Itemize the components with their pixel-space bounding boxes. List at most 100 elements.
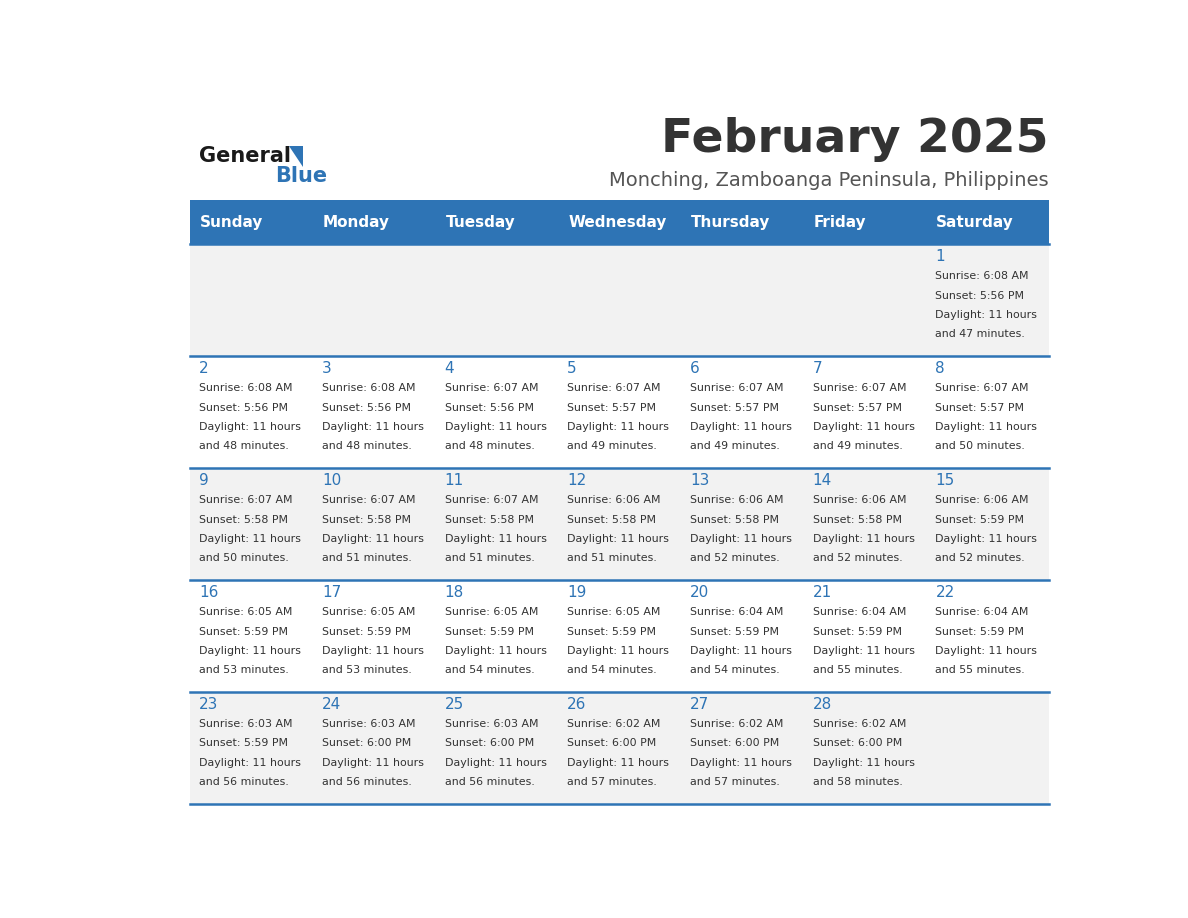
Text: and 47 minutes.: and 47 minutes. bbox=[935, 330, 1025, 340]
Text: Daylight: 11 hours: Daylight: 11 hours bbox=[935, 422, 1037, 432]
Text: Daylight: 11 hours: Daylight: 11 hours bbox=[568, 646, 669, 655]
Text: 17: 17 bbox=[322, 586, 341, 600]
Text: and 50 minutes.: and 50 minutes. bbox=[935, 442, 1025, 452]
Text: and 51 minutes.: and 51 minutes. bbox=[568, 554, 657, 564]
Text: Sunrise: 6:06 AM: Sunrise: 6:06 AM bbox=[690, 495, 784, 505]
Text: 7: 7 bbox=[813, 362, 822, 376]
Text: and 48 minutes.: and 48 minutes. bbox=[322, 442, 411, 452]
Text: Sunset: 5:58 PM: Sunset: 5:58 PM bbox=[444, 515, 533, 524]
Text: Daylight: 11 hours: Daylight: 11 hours bbox=[935, 534, 1037, 544]
Text: Sunrise: 6:02 AM: Sunrise: 6:02 AM bbox=[690, 719, 783, 729]
Text: Thursday: Thursday bbox=[691, 215, 770, 230]
Text: and 57 minutes.: and 57 minutes. bbox=[690, 778, 779, 788]
Text: and 52 minutes.: and 52 minutes. bbox=[813, 554, 903, 564]
Text: 19: 19 bbox=[568, 586, 587, 600]
Text: Daylight: 11 hours: Daylight: 11 hours bbox=[200, 758, 301, 767]
Text: Sunset: 6:00 PM: Sunset: 6:00 PM bbox=[322, 738, 411, 748]
Text: Saturday: Saturday bbox=[936, 215, 1015, 230]
Text: Sunset: 5:58 PM: Sunset: 5:58 PM bbox=[813, 515, 902, 524]
Text: and 51 minutes.: and 51 minutes. bbox=[322, 554, 411, 564]
Text: 1: 1 bbox=[935, 250, 946, 264]
Text: Sunrise: 6:08 AM: Sunrise: 6:08 AM bbox=[322, 383, 416, 393]
Text: 13: 13 bbox=[690, 474, 709, 488]
Text: 2: 2 bbox=[200, 362, 209, 376]
Text: Sunset: 5:56 PM: Sunset: 5:56 PM bbox=[444, 403, 533, 412]
Text: Sunset: 5:59 PM: Sunset: 5:59 PM bbox=[690, 626, 779, 636]
Text: and 52 minutes.: and 52 minutes. bbox=[935, 554, 1025, 564]
Text: and 58 minutes.: and 58 minutes. bbox=[813, 778, 903, 788]
Text: Daylight: 11 hours: Daylight: 11 hours bbox=[813, 758, 915, 767]
Text: General: General bbox=[200, 146, 291, 166]
Text: Sunrise: 6:07 AM: Sunrise: 6:07 AM bbox=[444, 495, 538, 505]
Text: Sunrise: 6:04 AM: Sunrise: 6:04 AM bbox=[690, 607, 783, 617]
Text: and 56 minutes.: and 56 minutes. bbox=[200, 778, 289, 788]
Text: Sunrise: 6:03 AM: Sunrise: 6:03 AM bbox=[444, 719, 538, 729]
Text: Sunrise: 6:05 AM: Sunrise: 6:05 AM bbox=[568, 607, 661, 617]
Text: Daylight: 11 hours: Daylight: 11 hours bbox=[444, 646, 546, 655]
Bar bbox=[190, 580, 1049, 692]
Text: Sunrise: 6:07 AM: Sunrise: 6:07 AM bbox=[200, 495, 292, 505]
Text: Sunset: 5:59 PM: Sunset: 5:59 PM bbox=[935, 626, 1024, 636]
Text: and 49 minutes.: and 49 minutes. bbox=[813, 442, 903, 452]
Text: 23: 23 bbox=[200, 698, 219, 712]
Text: Sunrise: 6:08 AM: Sunrise: 6:08 AM bbox=[935, 271, 1029, 281]
Bar bbox=[190, 468, 1049, 580]
Text: 9: 9 bbox=[200, 474, 209, 488]
Text: 3: 3 bbox=[322, 362, 331, 376]
Text: and 54 minutes.: and 54 minutes. bbox=[568, 666, 657, 676]
Text: and 56 minutes.: and 56 minutes. bbox=[444, 778, 535, 788]
Text: Daylight: 11 hours: Daylight: 11 hours bbox=[568, 422, 669, 432]
Text: Sunrise: 6:07 AM: Sunrise: 6:07 AM bbox=[935, 383, 1029, 393]
Bar bbox=[190, 200, 1049, 244]
Text: Daylight: 11 hours: Daylight: 11 hours bbox=[322, 646, 424, 655]
Text: 18: 18 bbox=[444, 586, 463, 600]
Text: 26: 26 bbox=[568, 698, 587, 712]
Text: Sunrise: 6:04 AM: Sunrise: 6:04 AM bbox=[935, 607, 1029, 617]
Text: Tuesday: Tuesday bbox=[446, 215, 516, 230]
Text: Sunrise: 6:03 AM: Sunrise: 6:03 AM bbox=[200, 719, 292, 729]
Text: and 56 minutes.: and 56 minutes. bbox=[322, 778, 411, 788]
Text: 4: 4 bbox=[444, 362, 454, 376]
Text: Daylight: 11 hours: Daylight: 11 hours bbox=[200, 646, 301, 655]
Text: and 49 minutes.: and 49 minutes. bbox=[690, 442, 779, 452]
Text: Daylight: 11 hours: Daylight: 11 hours bbox=[568, 758, 669, 767]
Text: 15: 15 bbox=[935, 474, 955, 488]
Text: 14: 14 bbox=[813, 474, 832, 488]
Text: Blue: Blue bbox=[276, 166, 328, 186]
Text: Sunset: 6:00 PM: Sunset: 6:00 PM bbox=[813, 738, 902, 748]
Text: Wednesday: Wednesday bbox=[568, 215, 666, 230]
Text: Daylight: 11 hours: Daylight: 11 hours bbox=[200, 534, 301, 544]
Text: 27: 27 bbox=[690, 698, 709, 712]
Text: Daylight: 11 hours: Daylight: 11 hours bbox=[690, 422, 792, 432]
Text: Sunset: 5:57 PM: Sunset: 5:57 PM bbox=[690, 403, 779, 412]
Text: Sunrise: 6:02 AM: Sunrise: 6:02 AM bbox=[813, 719, 906, 729]
Text: Sunrise: 6:03 AM: Sunrise: 6:03 AM bbox=[322, 719, 416, 729]
Text: Sunset: 5:58 PM: Sunset: 5:58 PM bbox=[322, 515, 411, 524]
Text: 11: 11 bbox=[444, 474, 463, 488]
Text: Daylight: 11 hours: Daylight: 11 hours bbox=[444, 758, 546, 767]
Text: Daylight: 11 hours: Daylight: 11 hours bbox=[568, 534, 669, 544]
Text: Sunset: 5:58 PM: Sunset: 5:58 PM bbox=[690, 515, 779, 524]
Text: and 52 minutes.: and 52 minutes. bbox=[690, 554, 779, 564]
Text: and 48 minutes.: and 48 minutes. bbox=[444, 442, 535, 452]
Text: Daylight: 11 hours: Daylight: 11 hours bbox=[322, 422, 424, 432]
Text: 8: 8 bbox=[935, 362, 946, 376]
Text: 24: 24 bbox=[322, 698, 341, 712]
Text: Sunrise: 6:05 AM: Sunrise: 6:05 AM bbox=[322, 607, 416, 617]
Text: Daylight: 11 hours: Daylight: 11 hours bbox=[690, 534, 792, 544]
Text: Sunset: 5:59 PM: Sunset: 5:59 PM bbox=[200, 626, 289, 636]
Text: Sunrise: 6:07 AM: Sunrise: 6:07 AM bbox=[568, 383, 661, 393]
Text: Sunset: 5:59 PM: Sunset: 5:59 PM bbox=[200, 738, 289, 748]
Text: Daylight: 11 hours: Daylight: 11 hours bbox=[690, 646, 792, 655]
Text: Sunset: 5:58 PM: Sunset: 5:58 PM bbox=[568, 515, 656, 524]
Text: and 57 minutes.: and 57 minutes. bbox=[568, 778, 657, 788]
Text: Sunrise: 6:07 AM: Sunrise: 6:07 AM bbox=[813, 383, 906, 393]
Text: and 48 minutes.: and 48 minutes. bbox=[200, 442, 289, 452]
Text: Daylight: 11 hours: Daylight: 11 hours bbox=[813, 646, 915, 655]
Text: Sunset: 6:00 PM: Sunset: 6:00 PM bbox=[690, 738, 779, 748]
Text: Sunrise: 6:06 AM: Sunrise: 6:06 AM bbox=[813, 495, 906, 505]
Text: Sunset: 5:59 PM: Sunset: 5:59 PM bbox=[322, 626, 411, 636]
Bar bbox=[190, 356, 1049, 468]
Text: Daylight: 11 hours: Daylight: 11 hours bbox=[444, 422, 546, 432]
Text: Daylight: 11 hours: Daylight: 11 hours bbox=[813, 534, 915, 544]
